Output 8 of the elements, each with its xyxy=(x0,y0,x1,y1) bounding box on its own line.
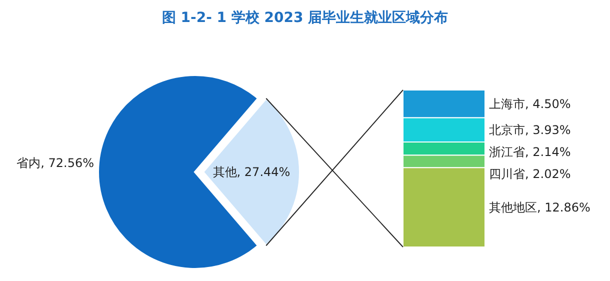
chart-title: 图 1-2- 1 学校 2023 届毕业生就业区域分布 xyxy=(162,10,448,26)
data-label: 上海市, 4.50% xyxy=(489,96,571,111)
data-label: 浙江省, 2.14% xyxy=(489,144,571,159)
slice-label: 其他, 27.44% xyxy=(212,165,290,179)
data-label: 四川省, 2.02% xyxy=(489,166,571,181)
slice-label: 省内, 72.56% xyxy=(16,156,94,170)
data-label: 其他地区, 12.86% xyxy=(489,200,590,214)
data-label: 北京市, 3.93% xyxy=(489,122,571,137)
